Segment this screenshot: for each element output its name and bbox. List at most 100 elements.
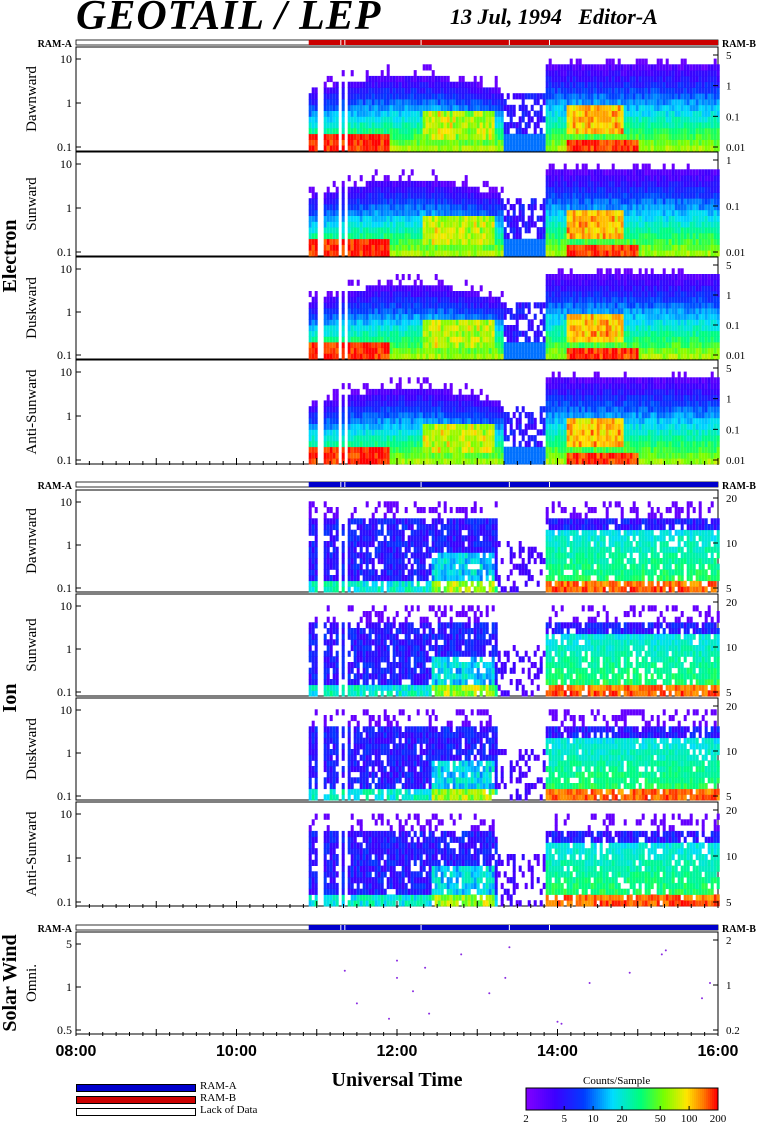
heat-cell xyxy=(443,93,447,100)
heat-cell xyxy=(326,308,330,315)
heat-cell xyxy=(653,353,657,360)
heat-cell xyxy=(704,209,708,216)
heat-cell xyxy=(602,75,606,83)
heat-cell xyxy=(665,215,669,222)
heat-cell xyxy=(416,308,420,315)
heat-cell xyxy=(545,302,549,309)
heat-cell xyxy=(692,198,696,205)
heat-cell xyxy=(653,87,657,94)
heat-cell xyxy=(404,110,408,117)
heat-cell xyxy=(551,285,555,292)
heat-cell xyxy=(416,238,420,245)
heat-cell xyxy=(527,221,531,228)
heat-cell xyxy=(500,244,504,251)
heat-cell xyxy=(632,180,636,188)
heat-cell xyxy=(638,175,642,182)
heat-cell xyxy=(701,87,705,94)
heat-cell xyxy=(401,330,405,337)
heat-cell xyxy=(662,122,666,129)
heat-cell xyxy=(425,180,429,188)
heat-cell xyxy=(314,133,318,140)
heat-cell xyxy=(389,87,393,94)
heat-cell xyxy=(641,244,645,251)
heat-cell xyxy=(689,87,693,94)
heat-cell xyxy=(608,133,612,140)
heat-cell xyxy=(482,93,486,100)
heat-cell xyxy=(449,81,453,88)
heat-cell xyxy=(629,285,633,292)
heat-cell xyxy=(698,99,702,106)
heat-cell xyxy=(374,285,378,292)
heat-cell xyxy=(485,353,489,360)
heat-cell xyxy=(650,87,654,94)
heat-cell xyxy=(533,244,537,251)
heat-cell xyxy=(470,139,474,146)
heat-cell xyxy=(491,145,495,152)
heat-cell xyxy=(566,133,570,140)
heat-cell xyxy=(683,180,687,188)
heat-cell xyxy=(413,325,417,332)
heat-cell xyxy=(629,342,633,349)
panel-label: Dawnward xyxy=(24,66,40,132)
heat-cell xyxy=(446,122,450,129)
heat-cell xyxy=(329,110,333,117)
heat-cell xyxy=(638,198,642,205)
heat-cell xyxy=(410,192,414,199)
heat-cell xyxy=(407,127,411,135)
heat-cell xyxy=(602,180,606,188)
heat-cell xyxy=(572,232,576,240)
heat-cell xyxy=(416,104,420,111)
heat-cell xyxy=(596,110,600,117)
heat-cell xyxy=(311,238,315,245)
heat-cell xyxy=(515,93,519,100)
heat-cell xyxy=(446,308,450,315)
heat-cell xyxy=(311,198,315,205)
heat-cell xyxy=(431,127,435,135)
heat-cell xyxy=(464,319,468,326)
heat-cell xyxy=(440,133,444,140)
heat-cell xyxy=(401,274,405,281)
heat-cell xyxy=(461,87,465,94)
heat-cell xyxy=(311,325,315,332)
heat-cell xyxy=(443,192,447,199)
heat-cell xyxy=(491,221,495,228)
heat-cell xyxy=(626,347,630,354)
heat-cell xyxy=(335,186,339,193)
heat-cell xyxy=(380,250,384,257)
heat-cell xyxy=(689,104,693,111)
heat-cell xyxy=(359,204,363,211)
heat-cell xyxy=(449,198,453,205)
heat-cell xyxy=(644,274,648,281)
heat-cell xyxy=(683,215,687,222)
heat-cell xyxy=(533,302,537,309)
heat-cell xyxy=(404,250,408,257)
heat-cell xyxy=(611,175,615,182)
heat-cell xyxy=(713,232,717,240)
heat-cell xyxy=(425,353,429,360)
heat-cell xyxy=(542,93,546,100)
heat-cell xyxy=(629,192,633,199)
heat-cell xyxy=(431,186,435,193)
heat-cell xyxy=(563,296,567,303)
heat-cell xyxy=(323,209,327,216)
heat-cell xyxy=(341,198,345,205)
heat-cell xyxy=(566,198,570,205)
heat-cell xyxy=(368,133,372,140)
heat-cell xyxy=(656,180,660,188)
heat-cell xyxy=(608,342,612,349)
heat-cell xyxy=(401,250,405,257)
heat-cell xyxy=(473,227,477,234)
heat-cell xyxy=(548,87,552,94)
heat-cell xyxy=(653,70,657,77)
heat-cell xyxy=(593,215,597,222)
heat-cell xyxy=(515,347,519,354)
heat-cell xyxy=(599,244,603,251)
heat-cell xyxy=(407,104,411,111)
heat-cell xyxy=(560,244,564,251)
heat-cell xyxy=(389,186,393,193)
heat-cell xyxy=(614,93,618,100)
heat-cell xyxy=(359,87,363,94)
heat-cell xyxy=(551,104,555,111)
heat-cell xyxy=(596,204,600,211)
heat-cell xyxy=(437,319,441,326)
